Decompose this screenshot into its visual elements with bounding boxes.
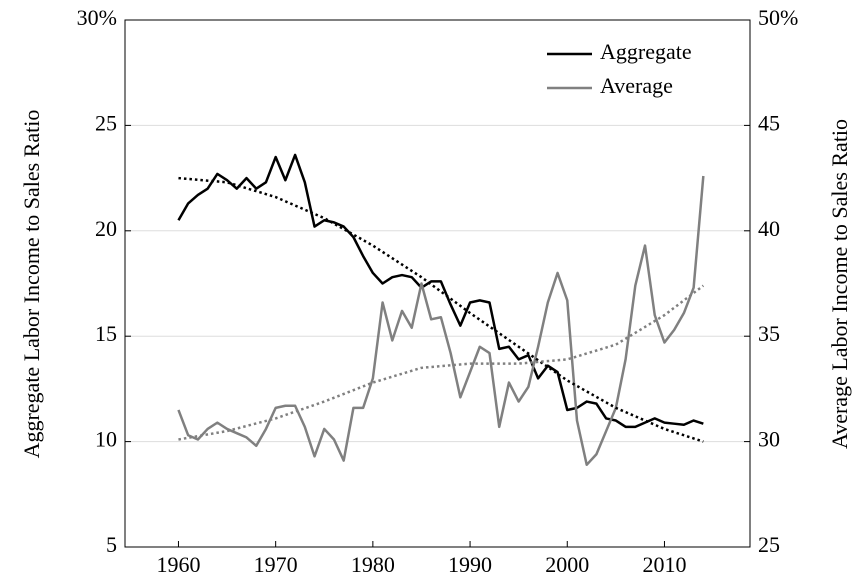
x-tick-label: 2000 — [545, 552, 589, 577]
y-tick-label: 15 — [95, 321, 117, 346]
x-tick-label: 1960 — [156, 552, 200, 577]
x-tick-label: 1970 — [254, 552, 298, 577]
y-axis-label: Aggregate Labor Income to Sales Ratio — [19, 110, 44, 459]
y2-tick-label: 25 — [758, 532, 780, 557]
y2-tick-label: 45 — [758, 110, 780, 135]
y2-tick-label: 50% — [758, 5, 798, 30]
legend-label: Average — [600, 73, 673, 98]
y2-axis-label: Average Labor Income to Sales Ratio — [827, 119, 852, 449]
y-tick-label: 30% — [77, 5, 117, 30]
plot-frame — [124, 19, 751, 548]
x-tick-label: 1990 — [448, 552, 492, 577]
trend-line — [178, 176, 704, 443]
y2-tick-label: 30 — [758, 427, 780, 452]
x-tick-label: 1980 — [351, 552, 395, 577]
series-line — [177, 153, 704, 429]
y-tick-label: 5 — [106, 532, 117, 557]
y2-tick-label: 40 — [758, 216, 780, 241]
y2-tick-label: 35 — [758, 321, 780, 346]
y-tick-label: 25 — [95, 110, 117, 135]
legend-label: Aggregate — [600, 39, 692, 64]
series-line — [177, 175, 705, 467]
y-tick-label: 10 — [95, 427, 117, 452]
y-tick-label: 20 — [95, 216, 117, 241]
x-tick-label: 2010 — [642, 552, 686, 577]
